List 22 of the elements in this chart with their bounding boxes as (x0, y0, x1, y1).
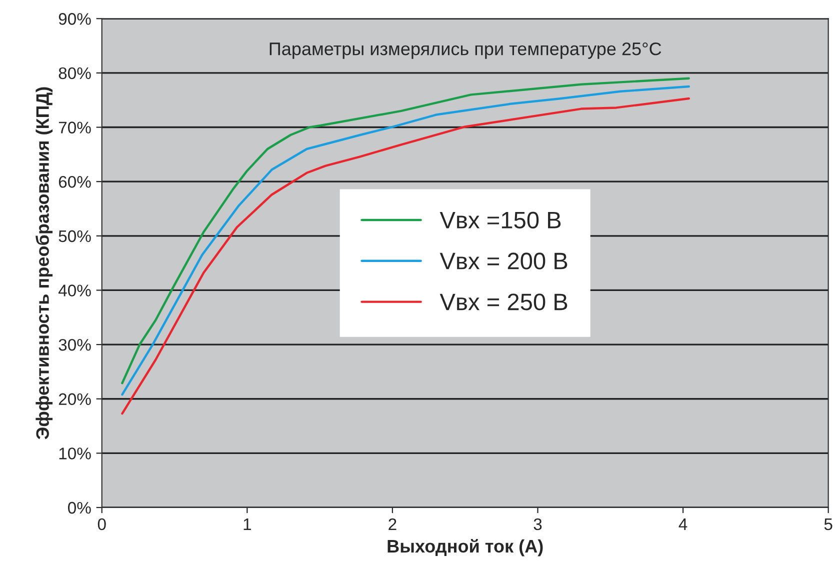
y-tick-label: 20% (58, 393, 91, 406)
y-tick-label: 90% (58, 13, 91, 25)
legend-label: Vвх =150 В (440, 212, 561, 229)
x-axis-title: Выходной ток (А) (388, 539, 543, 556)
y-tick-label: 40% (58, 284, 91, 296)
y-axis-title: Эффективность преобразования (КПД) (36, 87, 53, 440)
annotation: Параметры измерялись при температуре 25°C (270, 42, 662, 59)
y-tick-label: 70% (58, 122, 91, 134)
y-tick-label: 50% (58, 230, 91, 242)
x-tick-label: 0 (98, 518, 106, 530)
x-tick-label: 5 (824, 518, 832, 530)
y-tick-label: 30% (58, 338, 91, 351)
x-tick-label: 1 (244, 518, 251, 530)
x-tick-label: 2 (388, 518, 396, 530)
y-tick-label: 10% (59, 448, 91, 460)
y-tick-label: 80% (58, 67, 91, 80)
legend-label: Vвх = 200 В (440, 252, 568, 270)
x-tick-label: 4 (678, 518, 688, 530)
y-tick-label: 0% (68, 502, 91, 514)
x-tick-label: 3 (534, 518, 542, 530)
legend-label: Vвх = 250 В (440, 294, 568, 310)
y-tick-label: 60% (58, 176, 91, 188)
